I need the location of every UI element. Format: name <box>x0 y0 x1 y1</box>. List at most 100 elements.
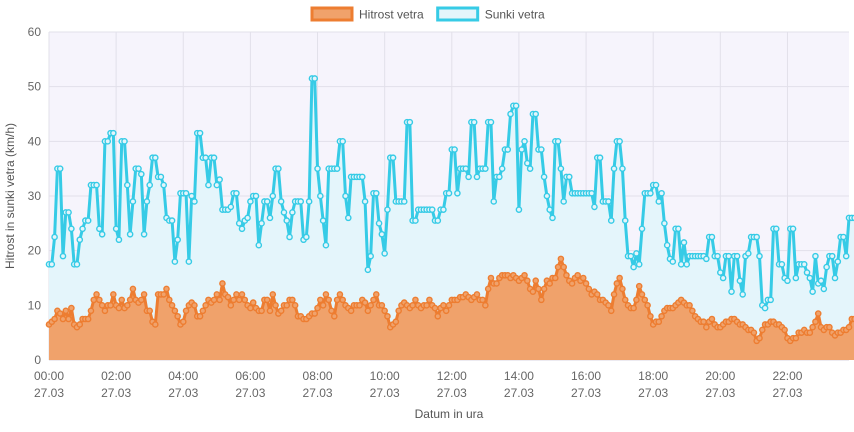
data-point[interactable] <box>551 274 559 282</box>
data-point[interactable] <box>392 318 400 326</box>
data-point[interactable] <box>384 312 391 320</box>
data-point[interactable] <box>641 296 649 304</box>
data-point[interactable] <box>48 261 56 268</box>
data-point[interactable] <box>56 310 64 317</box>
data-point[interactable] <box>686 302 693 309</box>
data-point[interactable] <box>230 296 237 304</box>
data-point[interactable] <box>465 173 472 181</box>
data-point[interactable] <box>778 261 786 268</box>
data-point[interactable] <box>610 291 618 298</box>
data-point[interactable] <box>470 118 478 126</box>
data-point[interactable] <box>546 280 554 287</box>
data-point[interactable] <box>381 250 388 257</box>
data-point[interactable] <box>440 206 447 213</box>
data-point[interactable] <box>621 296 629 304</box>
data-point[interactable] <box>689 307 696 315</box>
data-point[interactable] <box>101 307 109 315</box>
data-point[interactable] <box>515 206 523 213</box>
data-point[interactable] <box>423 302 430 309</box>
data-point[interactable] <box>129 285 137 293</box>
data-point[interactable] <box>344 214 352 222</box>
data-point[interactable] <box>655 318 663 326</box>
data-point[interactable] <box>213 181 221 189</box>
data-point[interactable] <box>339 296 347 304</box>
data-point[interactable] <box>809 288 816 295</box>
data-point[interactable] <box>51 233 58 241</box>
data-point[interactable] <box>188 192 195 200</box>
data-point[interactable] <box>683 261 691 268</box>
data-point[interactable] <box>364 307 372 315</box>
data-point[interactable] <box>375 220 383 227</box>
data-point[interactable] <box>496 173 503 181</box>
data-point[interactable] <box>247 304 254 312</box>
data-point[interactable] <box>828 252 836 260</box>
data-point[interactable] <box>305 198 313 205</box>
data-point[interactable] <box>322 291 330 298</box>
data-point[interactable] <box>384 206 391 213</box>
data-point[interactable] <box>372 291 380 298</box>
data-point[interactable] <box>549 214 556 222</box>
data-point[interactable] <box>789 225 797 233</box>
data-point[interactable] <box>613 280 621 287</box>
data-point[interactable] <box>364 266 372 274</box>
data-point[interactable] <box>233 189 240 197</box>
data-point[interactable] <box>233 291 240 298</box>
data-point[interactable] <box>76 236 84 244</box>
data-point[interactable] <box>725 252 733 260</box>
data-point[interactable] <box>289 296 296 304</box>
data-point[interactable] <box>719 274 727 282</box>
data-point[interactable] <box>98 302 106 309</box>
data-point[interactable] <box>65 209 72 216</box>
data-point[interactable] <box>247 198 254 205</box>
data-point[interactable] <box>87 307 95 315</box>
data-point[interactable] <box>630 263 637 271</box>
data-point[interactable] <box>182 307 190 315</box>
data-point[interactable] <box>812 252 819 260</box>
data-point[interactable] <box>275 165 282 172</box>
legend[interactable]: Hitrost vetra Sunki vetra <box>310 6 545 22</box>
data-point[interactable] <box>781 326 788 334</box>
data-point[interactable] <box>750 329 758 336</box>
data-point[interactable] <box>806 274 814 282</box>
data-point[interactable] <box>820 285 828 293</box>
data-point[interactable] <box>655 198 663 205</box>
data-point[interactable] <box>717 269 724 276</box>
data-point[interactable] <box>79 225 86 233</box>
data-point[interactable] <box>171 307 179 315</box>
data-point[interactable] <box>238 291 246 298</box>
data-point[interactable] <box>579 274 587 282</box>
data-point[interactable] <box>160 291 167 298</box>
data-point[interactable] <box>174 236 181 244</box>
data-point[interactable] <box>507 110 514 118</box>
data-point[interactable] <box>291 302 299 309</box>
data-point[interactable] <box>473 173 481 181</box>
data-point[interactable] <box>652 181 660 189</box>
data-point[interactable] <box>739 291 747 298</box>
data-point[interactable] <box>703 255 710 263</box>
data-point[interactable] <box>121 138 128 145</box>
legend-item[interactable]: Sunki vetra <box>436 6 545 22</box>
data-point[interactable] <box>219 280 226 287</box>
data-point[interactable] <box>490 198 498 205</box>
data-point[interactable] <box>196 312 204 320</box>
data-point[interactable] <box>445 189 453 197</box>
data-point[interactable] <box>266 214 274 222</box>
data-point[interactable] <box>224 293 232 301</box>
data-point[interactable] <box>638 291 646 298</box>
data-point[interactable] <box>112 225 120 233</box>
data-point[interactable] <box>756 334 763 342</box>
data-point[interactable] <box>138 296 145 304</box>
data-point[interactable] <box>745 250 752 257</box>
data-point[interactable] <box>616 274 623 282</box>
data-point[interactable] <box>317 192 324 200</box>
data-point[interactable] <box>216 296 223 304</box>
data-point[interactable] <box>129 198 137 205</box>
data-point[interactable] <box>831 274 839 282</box>
data-point[interactable] <box>524 159 531 167</box>
data-point[interactable] <box>333 165 341 172</box>
data-point[interactable] <box>733 252 741 260</box>
data-point[interactable] <box>235 296 243 304</box>
data-point[interactable] <box>255 241 263 249</box>
data-point[interactable] <box>73 261 81 268</box>
data-point[interactable] <box>140 230 148 238</box>
